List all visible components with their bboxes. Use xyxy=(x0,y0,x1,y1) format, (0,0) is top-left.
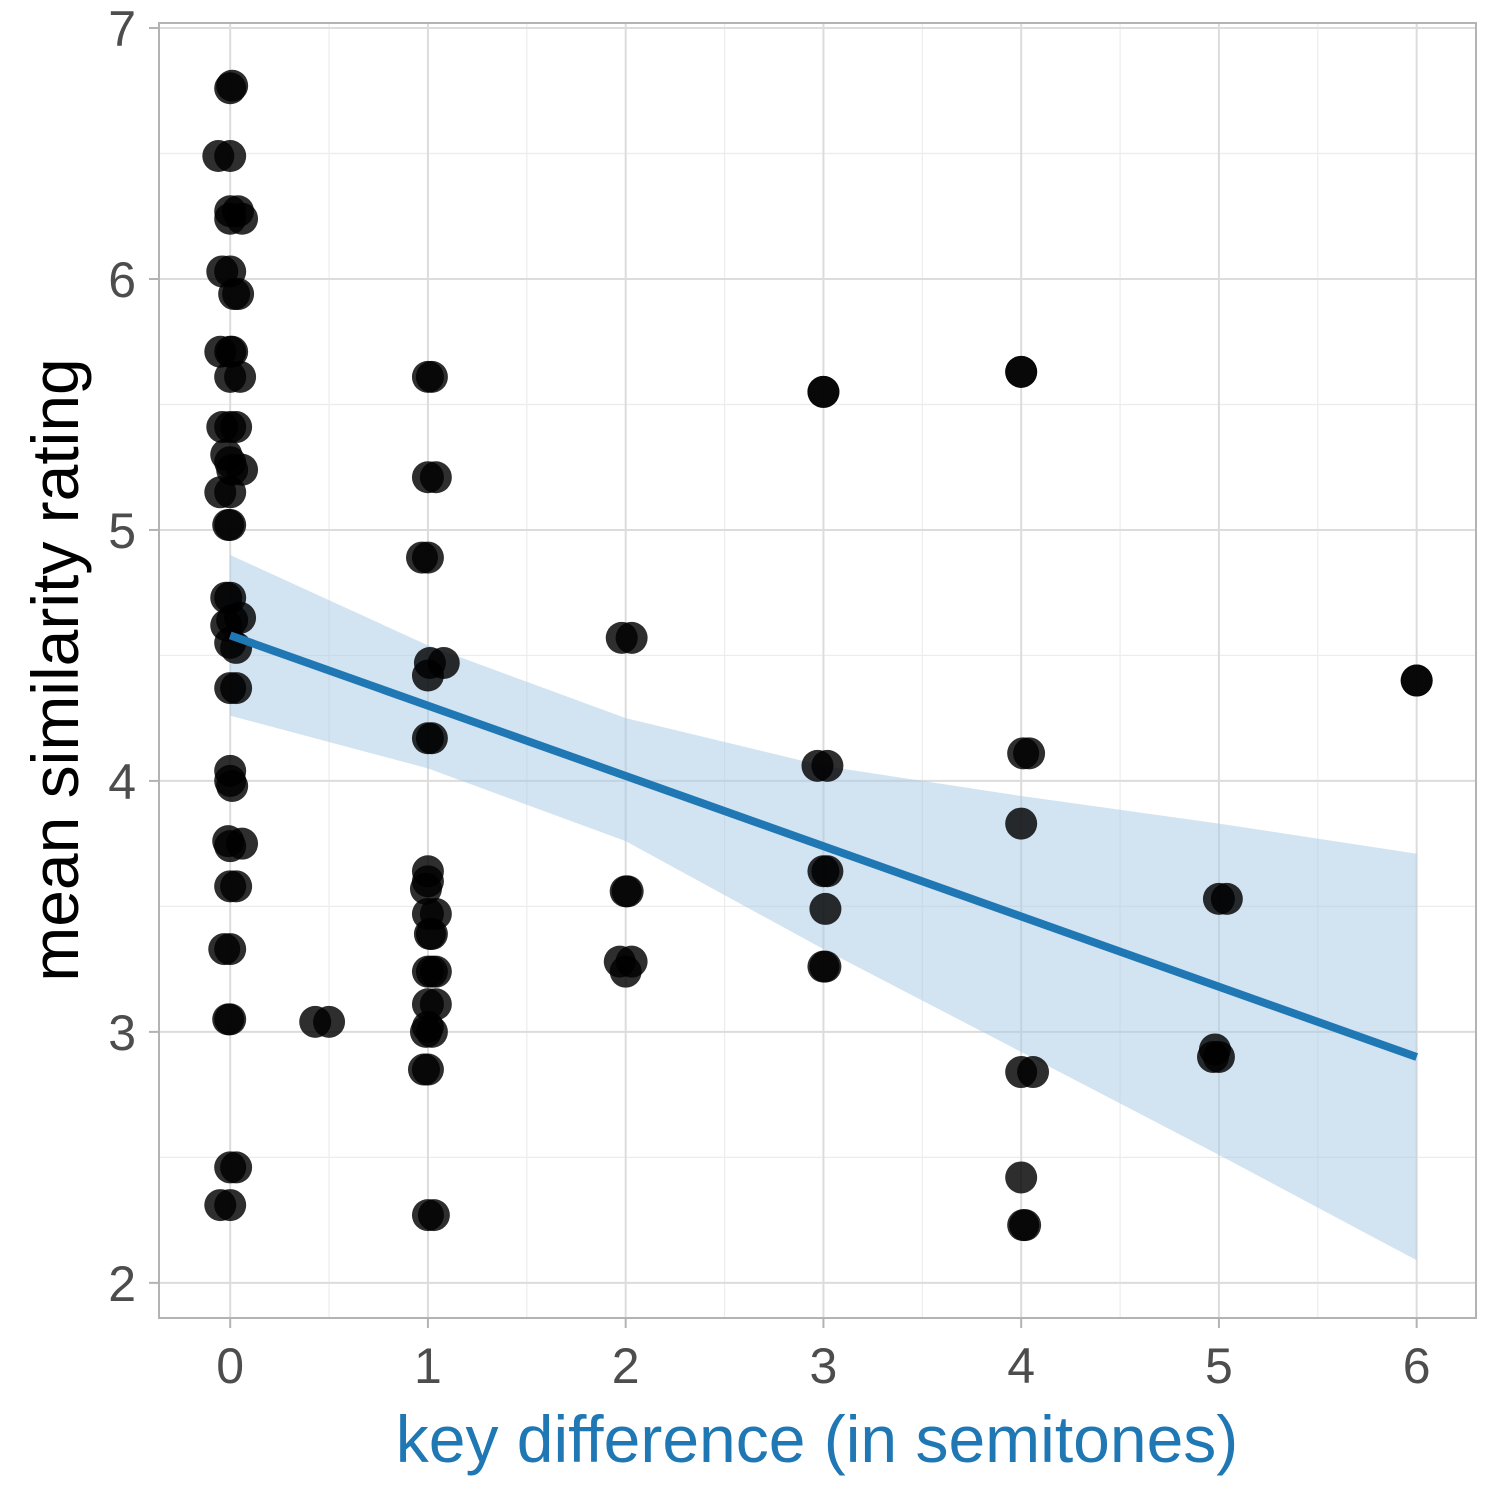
data-point xyxy=(419,461,452,494)
x-tick-label: 6 xyxy=(1403,1338,1431,1394)
data-point xyxy=(1005,1161,1038,1194)
data-point xyxy=(415,360,448,393)
data-point xyxy=(1013,737,1046,770)
fit-line-layer xyxy=(228,631,1419,1061)
data-point xyxy=(411,659,444,692)
data-point xyxy=(409,1015,442,1048)
data-point xyxy=(214,933,247,966)
x-tick-label: 3 xyxy=(810,1338,838,1394)
data-point xyxy=(216,69,249,102)
data-point xyxy=(313,1005,346,1038)
data-point xyxy=(411,541,444,574)
x-axis-title: key difference (in semitones) xyxy=(396,1402,1239,1476)
data-point xyxy=(214,1189,247,1222)
x-tick-label: 0 xyxy=(216,1338,244,1394)
data-point xyxy=(1009,1209,1042,1242)
data-point xyxy=(409,872,442,905)
data-point xyxy=(415,955,448,988)
data-point xyxy=(1400,664,1433,697)
points-layer xyxy=(202,69,1433,1242)
data-point xyxy=(214,140,247,173)
data-point xyxy=(214,830,247,863)
data-point xyxy=(214,476,247,509)
panel-frame-layer xyxy=(158,22,1477,1319)
data-point xyxy=(615,945,648,978)
y-tick-label: 2 xyxy=(108,1256,136,1312)
data-point xyxy=(417,1199,450,1232)
data-point xyxy=(1196,1040,1229,1073)
minor-gridlines xyxy=(159,23,1476,1318)
data-point xyxy=(214,508,247,541)
data-point xyxy=(216,769,249,802)
tick-marks-layer xyxy=(149,27,1418,1328)
x-tick-label: 2 xyxy=(612,1338,640,1394)
data-point xyxy=(220,411,253,444)
data-point xyxy=(1210,882,1243,915)
data-point xyxy=(811,855,844,888)
data-point xyxy=(214,1003,247,1036)
y-axis-title: mean similarity rating xyxy=(18,358,92,982)
data-point xyxy=(415,918,448,951)
data-point xyxy=(807,375,840,408)
regression-line xyxy=(228,631,1419,1061)
data-point xyxy=(220,1151,253,1184)
tick-labels-layer: 0 1 2 3 4 5 6 2 3 4 5 6 7 xyxy=(108,1,1430,1394)
data-point xyxy=(615,621,648,654)
data-point xyxy=(216,335,249,368)
x-tick-label: 1 xyxy=(414,1338,442,1394)
x-tick-label: 5 xyxy=(1205,1338,1233,1394)
y-tick-label: 5 xyxy=(108,503,136,559)
y-tick-label: 6 xyxy=(108,252,136,308)
data-point xyxy=(809,950,842,983)
data-point xyxy=(224,360,257,393)
data-point xyxy=(214,202,247,235)
data-point xyxy=(220,870,253,903)
data-point xyxy=(1017,1056,1050,1089)
y-tick-label: 4 xyxy=(108,754,136,810)
y-tick-label: 7 xyxy=(108,1,136,57)
data-point xyxy=(811,749,844,782)
x-tick-label: 4 xyxy=(1007,1338,1035,1394)
data-point xyxy=(1005,807,1038,840)
data-point xyxy=(220,672,253,705)
y-tick-label: 3 xyxy=(108,1005,136,1061)
data-point xyxy=(415,722,448,755)
data-point xyxy=(611,875,644,908)
data-point xyxy=(1005,355,1038,388)
data-point xyxy=(222,278,255,311)
data-point xyxy=(411,1053,444,1086)
panel-border xyxy=(158,22,1477,1319)
data-point xyxy=(809,892,842,925)
